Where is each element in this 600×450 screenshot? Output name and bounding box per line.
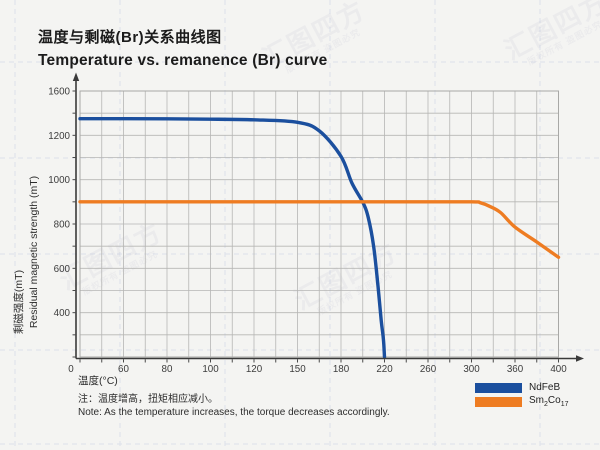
x-tick-label: 220 [376,364,393,375]
ndfeb-color-swatch [475,382,522,393]
y-tick-label: 1600 [48,87,70,98]
ndfeb-curve [78,116,387,359]
y-axis-label-en: Residual magnetic strength (mT) [28,176,40,328]
chart-title-block: 温度与剩磁(Br)关系曲线图 Temperature vs. remanence… [38,26,327,70]
y-tick-label: 400 [54,308,71,319]
x-tick-label: 300 [463,364,480,375]
y-tick-label: 800 [54,220,71,231]
legend-label-ndfeb: NdFeB [529,382,561,393]
legend-label-sm2co17: Sm2Co17 [529,395,569,408]
y-axis-label-zh: 剩磁强度(mT) [12,270,25,334]
footnote-zh: 注：温度增高，扭矩相应减小。 [78,394,218,405]
legend-item-ndfeb: NdFeB [475,382,569,393]
chart-legend: NdFeB Sm2Co17 [475,382,569,408]
x-tick-label: 120 [246,364,263,375]
x-axis-arrow [576,355,584,362]
y-axis-arrow [72,72,80,81]
x-tick-label: 0 [68,364,74,375]
x-axis-label: 温度(°C) [78,374,118,387]
footnote: 注：温度增高，扭矩相应减小。 Note: As the temperature … [78,394,390,419]
chart-title-zh: 温度与剩磁(Br)关系曲线图 [38,29,222,46]
y-tick-label: 1000 [48,175,70,186]
sm2co17-curve [78,200,561,259]
x-tick-label: 100 [202,364,219,375]
footnote-en: Note: As the temperature increases, the … [78,407,390,418]
x-tick-label: 260 [420,364,437,375]
x-tick-label: 150 [289,364,306,375]
x-tick-label: 80 [162,364,173,375]
x-tick-label: 400 [550,364,567,375]
sm2co17-color-swatch [475,396,522,407]
x-tick-label: 60 [118,364,129,375]
y-tick-label: 1200 [48,131,70,142]
chart-title-en: Temperature vs. remanence (Br) curve [38,52,328,69]
x-tick-label: 360 [507,364,524,375]
plot-border [79,90,559,358]
y-tick-label: 600 [54,264,71,275]
legend-item-sm2co17: Sm2Co17 [475,395,569,408]
x-tick-label: 180 [333,364,350,375]
